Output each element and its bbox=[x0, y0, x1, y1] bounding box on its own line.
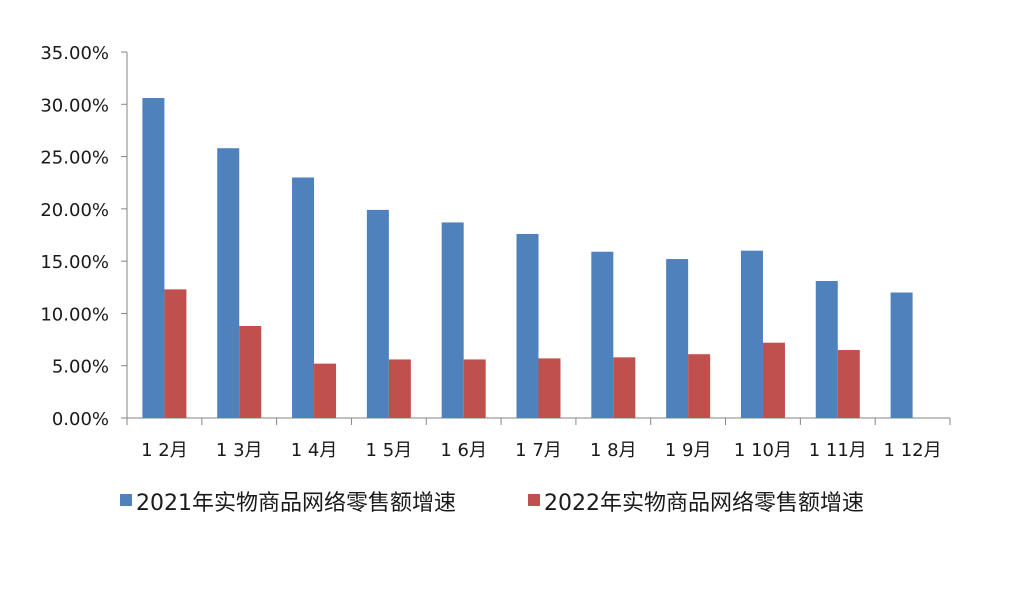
bar-series-2 bbox=[463, 359, 486, 418]
bar-series-1 bbox=[366, 209, 389, 418]
bar-series-1 bbox=[591, 251, 614, 418]
bar-series-2 bbox=[538, 358, 561, 418]
y-tick-label: 0.00% bbox=[52, 409, 109, 430]
y-tick-label: 20.00% bbox=[40, 200, 109, 221]
bar-series-2 bbox=[762, 342, 785, 418]
y-tick-label: 5.00% bbox=[52, 357, 109, 378]
x-tick-label: 1 4月 bbox=[291, 440, 338, 461]
x-tick-label: 1 12月 bbox=[884, 440, 942, 461]
bar-series-2 bbox=[314, 363, 337, 418]
bars bbox=[142, 98, 913, 419]
bar-series-2 bbox=[239, 325, 262, 418]
bar-series-2 bbox=[164, 289, 187, 418]
bar-series-2 bbox=[613, 357, 636, 418]
x-tick-label: 1 10月 bbox=[734, 440, 792, 461]
x-tick-label: 1 7月 bbox=[515, 440, 562, 461]
bar-series-2 bbox=[837, 350, 860, 418]
x-tick-label: 1 5月 bbox=[366, 440, 413, 461]
x-tick-label: 1 11月 bbox=[809, 440, 867, 461]
bar-series-1 bbox=[666, 259, 689, 418]
y-tick-label: 15.00% bbox=[40, 252, 109, 273]
x-tick-label: 1 9月 bbox=[665, 440, 712, 461]
bar-series-2 bbox=[688, 354, 711, 418]
y-tick-label: 30.00% bbox=[40, 95, 109, 116]
legend-label-2021: 2021年实物商品网络零售额增速 bbox=[136, 491, 456, 516]
legend-swatch-2021 bbox=[120, 494, 132, 506]
x-tick-label: 1 2月 bbox=[141, 440, 188, 461]
x-tick-label: 1 8月 bbox=[590, 440, 637, 461]
bar-series-1 bbox=[516, 233, 539, 418]
x-tick-label: 1 6月 bbox=[440, 440, 487, 461]
legend-label-2022: 2022年实物商品网络零售额增速 bbox=[544, 491, 864, 516]
x-tick-label: 1 3月 bbox=[216, 440, 263, 461]
y-tick-label: 35.00% bbox=[40, 43, 109, 64]
y-axis-ticks: 0.00% 5.00% 10.00% 15.00% 20.00% 25.00% 30.00%… bbox=[40, 43, 127, 430]
y-tick-label: 25.00% bbox=[40, 148, 109, 169]
bar-series-1 bbox=[142, 98, 165, 419]
bar-series-1 bbox=[441, 222, 464, 418]
bar-series-1 bbox=[890, 292, 913, 418]
bar-series-2 bbox=[388, 359, 411, 418]
legend-swatch-2022 bbox=[528, 494, 540, 506]
bar-series-1 bbox=[217, 148, 240, 418]
x-axis-ticks: 1 2月 1 3月 1 4月 1 5月 1 6月 1 7月 1 8月 1 9月 1 10月 1 1… bbox=[126, 418, 951, 461]
y-tick-label: 10.00% bbox=[40, 304, 109, 325]
bar-series-1 bbox=[815, 281, 838, 418]
bar-series-1 bbox=[740, 250, 763, 418]
bar-series-1 bbox=[292, 177, 315, 418]
legend: 2021年实物商品网络零售额增速 2022年实物商品网络零售额增速 bbox=[120, 491, 864, 516]
